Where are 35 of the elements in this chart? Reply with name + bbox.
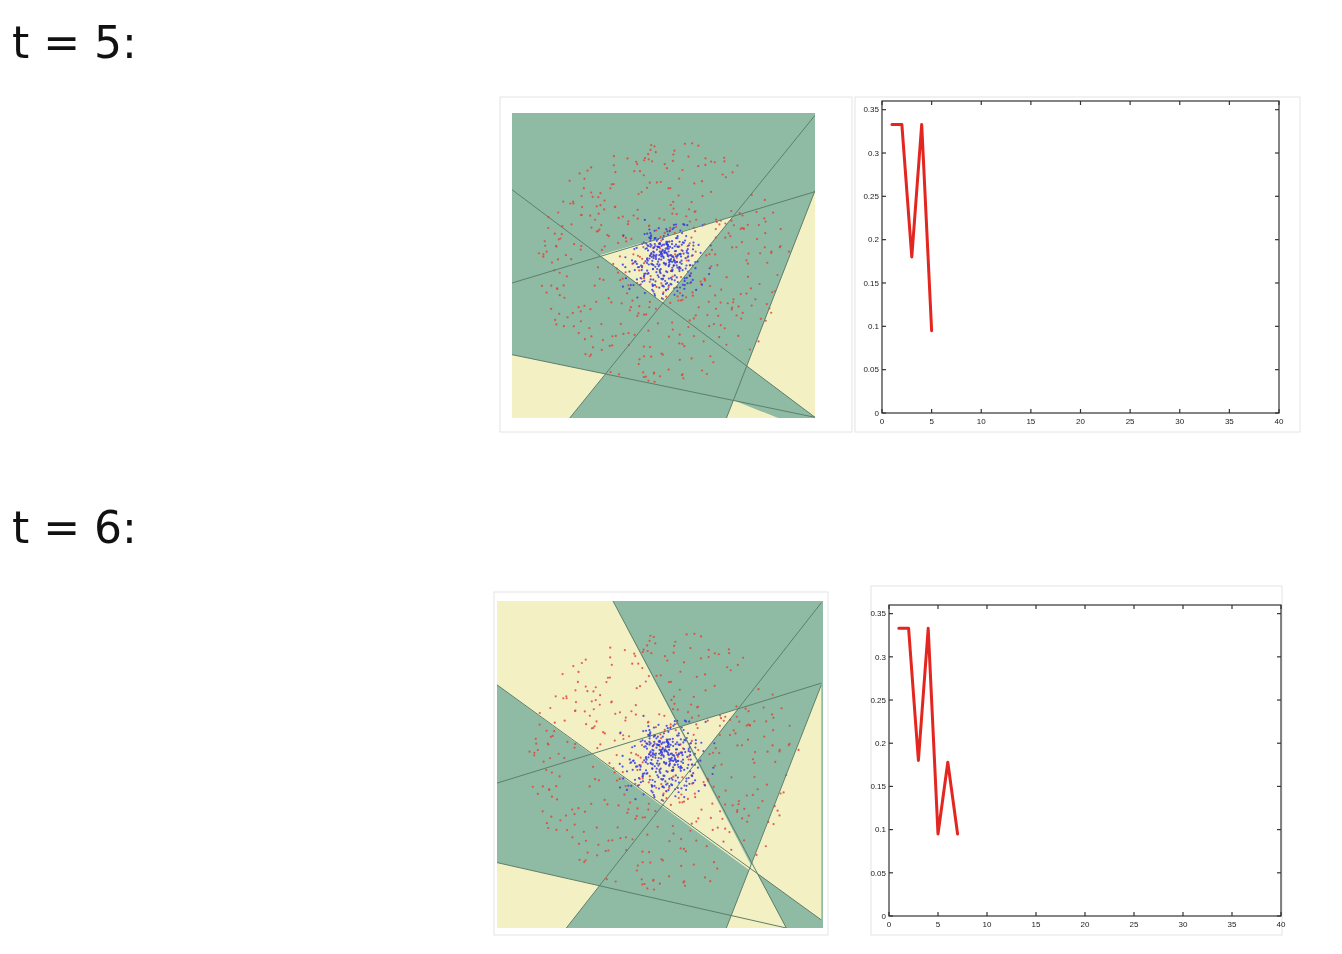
x-tick-label: 15	[1031, 920, 1041, 929]
x-tick-label: 40	[1276, 920, 1286, 929]
y-tick-label: 0.05	[863, 365, 880, 375]
line-series	[897, 626, 960, 836]
x-tick-label: 25	[1129, 920, 1139, 929]
x-tick-label: 10	[982, 920, 992, 929]
y-tick-label: 0	[881, 911, 887, 921]
x-tick-label: 40	[1274, 417, 1284, 426]
x-tick-label: 5	[935, 920, 941, 929]
y-tick-label: 0.3	[874, 652, 887, 662]
x-tick-label: 25	[1125, 417, 1136, 426]
y-tick-label: 0	[874, 408, 880, 418]
x-tick-label: 10	[976, 417, 987, 426]
x-tick-label: 35	[1227, 920, 1237, 929]
text: t = 5:	[12, 17, 137, 68]
y-tick-label: 0.35	[863, 105, 880, 115]
y-tick-label: 0.05	[870, 868, 887, 878]
x-tick-label: 15	[1026, 417, 1036, 426]
x-tick-label: 20	[1080, 920, 1090, 929]
y-tick-label: 0.2	[874, 739, 887, 749]
y-tick-label: 0.25	[863, 192, 880, 202]
x-tick-label: 35	[1224, 417, 1235, 426]
x-tick-label: 5	[929, 417, 935, 426]
y-tick-label: 0.15	[863, 278, 880, 288]
y-tick-label: 0.35	[870, 609, 887, 619]
x-tick-label: 30	[1178, 920, 1188, 929]
y-tick-label: 0.1	[874, 825, 887, 835]
y-tick-label: 0.1	[867, 322, 880, 332]
y-tick-label: 0.2	[867, 235, 880, 245]
x-tick-label: 30	[1175, 417, 1185, 426]
y-tick-label: 0.15	[870, 782, 887, 792]
y-tick-label: 0.3	[867, 148, 880, 158]
x-tick-label: 20	[1076, 417, 1086, 426]
y-tick-label: 0.25	[870, 695, 887, 705]
text: t = 6:	[12, 502, 137, 553]
